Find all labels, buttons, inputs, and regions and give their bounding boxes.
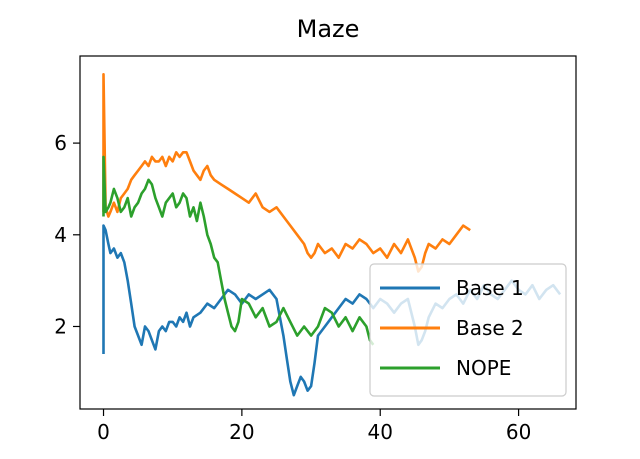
legend: Base 1 Base 2 NOPE <box>369 263 567 397</box>
series-line-base-2 <box>102 73 471 273</box>
y-tick-label: 4 <box>54 223 67 247</box>
y-tick-label: 2 <box>54 314 67 338</box>
x-tick-label: 60 <box>506 420 531 444</box>
legend-label: Base 2 <box>456 316 524 340</box>
series-line-nope <box>102 155 375 346</box>
x-tick-label: 20 <box>229 420 254 444</box>
axes-frame <box>79 55 577 410</box>
legend-label: NOPE <box>456 356 511 380</box>
x-tick-label: 40 <box>368 420 393 444</box>
legend-label: Base 1 <box>456 276 524 300</box>
legend-box <box>369 263 567 397</box>
ticks-layer: 0 20 40 60 2 4 6 <box>54 131 531 444</box>
chart-title: Maze <box>297 15 360 43</box>
y-tick-label: 6 <box>54 131 67 155</box>
x-tick-label: 0 <box>97 420 110 444</box>
